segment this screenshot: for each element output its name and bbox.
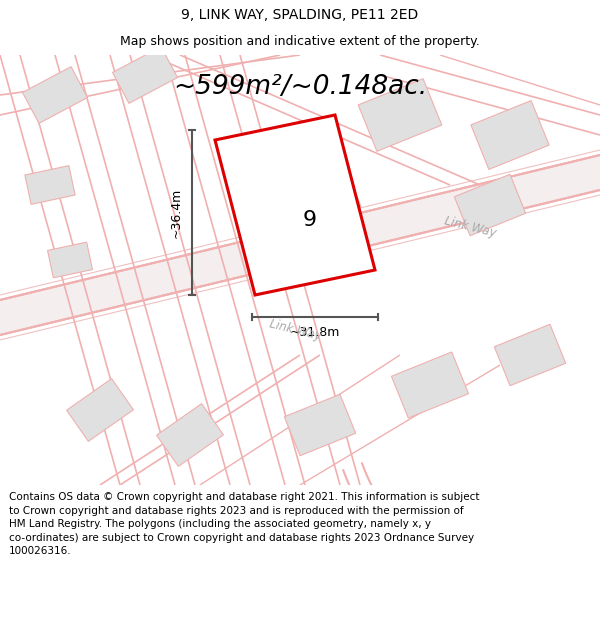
Polygon shape xyxy=(391,352,469,418)
Polygon shape xyxy=(494,324,566,386)
Polygon shape xyxy=(25,166,75,204)
Polygon shape xyxy=(284,394,356,456)
Text: Link Way: Link Way xyxy=(443,214,497,240)
Polygon shape xyxy=(23,67,88,123)
Polygon shape xyxy=(67,379,133,441)
Polygon shape xyxy=(157,404,223,466)
Text: Map shows position and indicative extent of the property.: Map shows position and indicative extent… xyxy=(120,35,480,48)
Polygon shape xyxy=(0,155,600,335)
Text: Contains OS data © Crown copyright and database right 2021. This information is : Contains OS data © Crown copyright and d… xyxy=(9,492,479,556)
Polygon shape xyxy=(47,242,92,278)
Polygon shape xyxy=(358,79,442,151)
Polygon shape xyxy=(229,132,361,248)
Polygon shape xyxy=(113,47,178,103)
Text: ~36.4m: ~36.4m xyxy=(170,188,182,238)
Text: ~599m²/~0.148ac.: ~599m²/~0.148ac. xyxy=(173,74,427,100)
Text: 9: 9 xyxy=(303,210,317,230)
Polygon shape xyxy=(471,101,549,169)
Text: 9, LINK WAY, SPALDING, PE11 2ED: 9, LINK WAY, SPALDING, PE11 2ED xyxy=(181,8,419,22)
Text: ~31.8m: ~31.8m xyxy=(290,326,340,339)
Text: Link Way: Link Way xyxy=(268,318,322,342)
Polygon shape xyxy=(454,174,526,236)
Polygon shape xyxy=(215,115,375,295)
